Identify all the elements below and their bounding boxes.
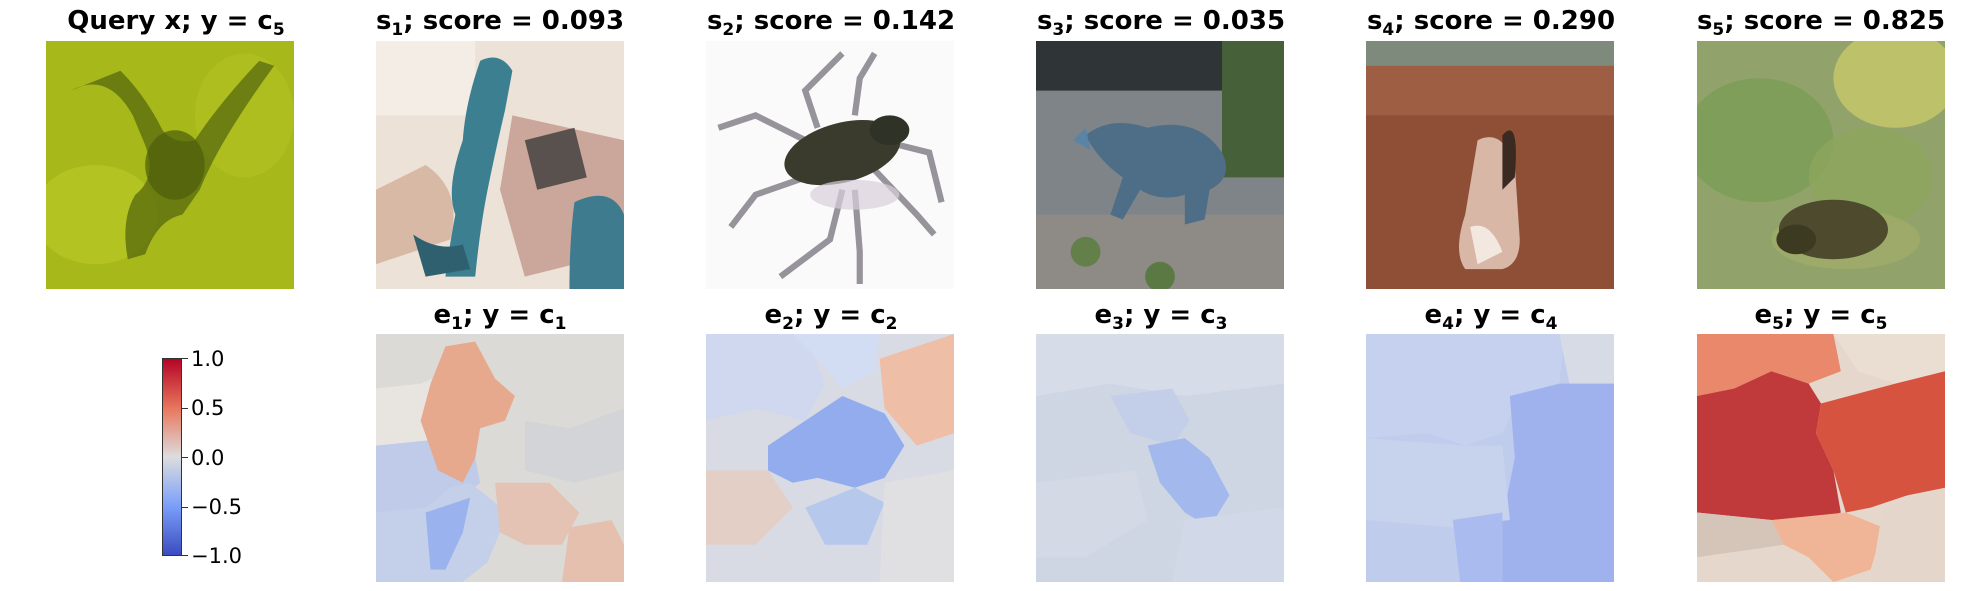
sample-index: 5 — [1712, 20, 1725, 41]
colorbar-tick — [182, 358, 188, 359]
colorbar-tick-label: 0.0 — [191, 446, 225, 470]
colorbar-tick — [182, 507, 188, 508]
explanation-map-2 — [706, 334, 954, 582]
sample-symbol: s — [706, 6, 723, 36]
explanation-map-5 — [1697, 334, 1945, 582]
explanation-index: 4 — [1442, 314, 1454, 335]
colorbar-tick-label: 0.5 — [191, 396, 225, 420]
explanation-map-1 — [376, 334, 624, 582]
explanation-title-5: e5; y = c5 — [1754, 300, 1887, 334]
query-title-text: Query x; y = c — [67, 6, 273, 36]
sample-index: 1 — [391, 20, 404, 41]
sample-index: 2 — [722, 20, 735, 41]
sample-title-1: s1; score = 0.093 — [376, 6, 624, 40]
sample-image-4 — [1366, 41, 1614, 289]
colorbar-tick-label: −0.5 — [191, 495, 242, 519]
explanation-index: 3 — [1112, 314, 1124, 335]
explanation-label: ; y = c — [793, 300, 886, 330]
query-title-sub: 5 — [272, 20, 285, 41]
explanation-label: ; y = c — [1783, 300, 1876, 330]
explanation-label: ; y = c — [462, 300, 555, 330]
explanation-label: ; y = c — [1123, 300, 1216, 330]
explanation-label: ; y = c — [1453, 300, 1546, 330]
sample-title-4: s4; score = 0.290 — [1367, 6, 1615, 40]
explanation-class: 3 — [1215, 314, 1228, 335]
sample-title-3: s3; score = 0.035 — [1037, 6, 1285, 40]
explanation-symbol: e — [764, 300, 783, 330]
sample-image-5 — [1697, 41, 1945, 289]
colorbar-tick — [182, 457, 188, 458]
colorbar-tick-label: 1.0 — [191, 347, 225, 371]
explanation-class: 5 — [1875, 314, 1888, 335]
query-image — [46, 41, 294, 289]
colorbar-tick — [182, 408, 188, 409]
sample-symbol: s — [1696, 6, 1713, 36]
explanation-map-4 — [1366, 334, 1614, 582]
sample-symbol: s — [1366, 6, 1383, 36]
sample-title-2: s2; score = 0.142 — [707, 6, 955, 40]
explanation-class: 1 — [554, 314, 567, 335]
colorbar-tick — [182, 555, 188, 556]
explanation-class: 2 — [885, 314, 898, 335]
sample-index: 4 — [1382, 20, 1395, 41]
explanation-index: 2 — [782, 314, 794, 335]
explanation-title-3: e3; y = c3 — [1094, 300, 1227, 334]
explanation-symbol: e — [1094, 300, 1113, 330]
sample-image-2 — [706, 41, 954, 289]
explanation-title-4: e4; y = c4 — [1424, 300, 1557, 334]
sample-image-3 — [1036, 41, 1284, 289]
sample-score: ; score = 0.290 — [1394, 6, 1616, 36]
sample-title-5: s5; score = 0.825 — [1697, 6, 1945, 40]
explanation-index: 1 — [451, 314, 463, 335]
sample-score: ; score = 0.093 — [403, 6, 625, 36]
colorbar-tick-label: −1.0 — [191, 544, 242, 568]
explanation-class: 4 — [1545, 314, 1558, 335]
query-title: Query x; y = c5 — [67, 6, 284, 40]
sample-symbol: s — [1036, 6, 1053, 36]
sample-score: ; score = 0.142 — [734, 6, 956, 36]
sample-score: ; score = 0.825 — [1724, 6, 1946, 36]
colorbar — [162, 358, 182, 556]
explanation-symbol: e — [433, 300, 452, 330]
explanation-title-2: e2; y = c2 — [764, 300, 897, 334]
explanation-symbol: e — [1424, 300, 1443, 330]
sample-index: 3 — [1052, 20, 1065, 41]
explanation-symbol: e — [1754, 300, 1773, 330]
explanation-index: 5 — [1772, 314, 1784, 335]
explanation-map-3 — [1036, 334, 1284, 582]
sample-symbol: s — [375, 6, 392, 36]
sample-image-1 — [376, 41, 624, 289]
sample-score: ; score = 0.035 — [1064, 6, 1286, 36]
explanation-title-1: e1; y = c1 — [433, 300, 566, 334]
